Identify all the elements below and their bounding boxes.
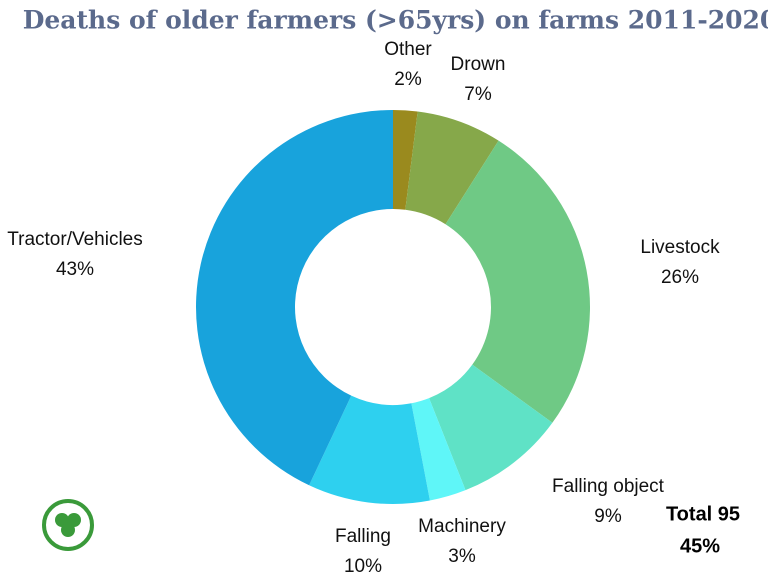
chart-title: Deaths of older farmers (>65yrs) on farm… <box>23 6 768 35</box>
donut-slice <box>429 364 553 491</box>
donut-slice <box>411 398 466 501</box>
annotation: Total 95 <box>666 503 740 525</box>
logo <box>42 499 94 551</box>
donut-slice <box>309 395 430 504</box>
slice-value-label: 10% <box>344 556 382 576</box>
slice-label: Machinery <box>418 516 506 537</box>
slice-value-label: 7% <box>464 84 492 105</box>
slice-label: Other <box>384 39 432 60</box>
slice-label: Livestock <box>640 237 720 258</box>
slice-value-label: 26% <box>661 267 699 288</box>
slice-value-label: 43% <box>56 259 94 280</box>
donut-slice <box>445 140 590 423</box>
slice-label: Drown <box>451 54 506 75</box>
slice-value-label: 9% <box>594 506 622 527</box>
donut-slice <box>196 110 393 486</box>
slice-label: Tractor/Vehicles <box>7 229 143 250</box>
slice-label: Falling <box>335 526 391 547</box>
slice-label: Falling object <box>552 476 665 497</box>
slice-value-label: 3% <box>448 546 476 567</box>
logo-leaf <box>61 523 75 537</box>
annotation: 45% <box>680 535 720 557</box>
donut-slice <box>405 111 499 225</box>
slice-value-label: 2% <box>394 69 422 90</box>
donut-slice <box>393 110 418 210</box>
